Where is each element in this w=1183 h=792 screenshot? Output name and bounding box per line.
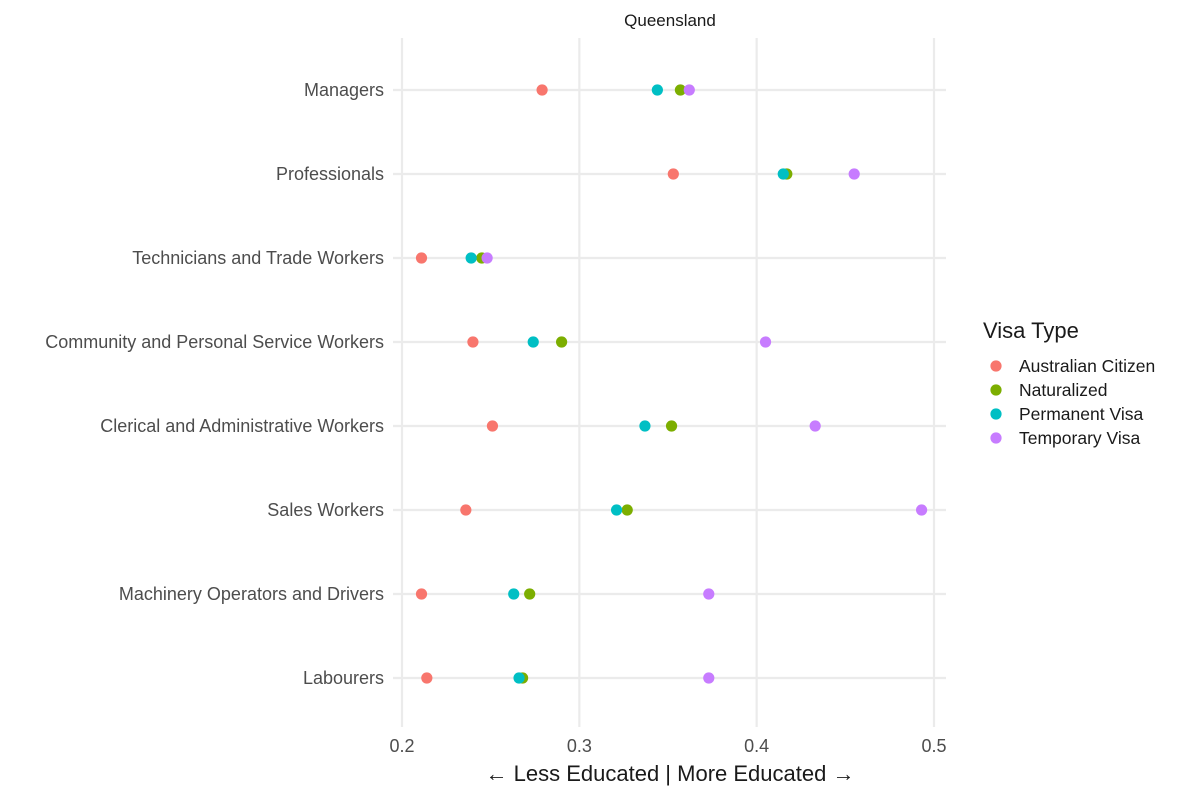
x-tick-label: 0.2 [389, 736, 414, 756]
data-point [421, 672, 433, 684]
legend-key [990, 360, 1002, 372]
data-point [415, 252, 428, 264]
data-point [524, 588, 536, 600]
legend-key [990, 384, 1002, 396]
grid-layer [393, 38, 946, 727]
data-point [777, 168, 789, 180]
data-point [513, 672, 525, 684]
legend-title: Visa Type [983, 318, 1079, 343]
data-point [481, 252, 493, 264]
data-point [556, 336, 568, 348]
data-point [683, 84, 695, 96]
category-labels: Managers Professionals Technicians and Tra… [45, 80, 384, 688]
data-point [703, 588, 715, 600]
legend-label: Australian Citizen [1019, 356, 1155, 376]
data-point [665, 420, 678, 432]
category-label: Machinery Operators and Drivers [119, 584, 384, 604]
data-point [848, 168, 860, 180]
x-tick-label: 0.3 [567, 736, 592, 756]
x-tick-label: 0.4 [744, 736, 769, 756]
data-point [667, 168, 679, 180]
legend-key [990, 432, 1002, 444]
category-label: Labourers [303, 668, 384, 688]
category-label: Professionals [276, 164, 384, 184]
legend-key [990, 408, 1002, 420]
x-tick-labels: 0.2 0.3 0.4 0.5 [389, 736, 946, 756]
legend-label: Permanent Visa [1019, 404, 1143, 424]
legend-label: Temporary Visa [1019, 428, 1141, 448]
data-point [759, 336, 772, 348]
point-layer [415, 84, 928, 684]
data-point [915, 504, 928, 516]
data-point [486, 420, 499, 432]
data-point [703, 672, 715, 684]
category-label: Sales Workers [267, 500, 384, 520]
data-point [467, 336, 479, 348]
data-point [527, 336, 539, 348]
data-point [536, 84, 548, 96]
legend-items: Australian Citizen Naturalized Permanent V… [990, 356, 1155, 448]
category-label: Technicians and Trade Workers [132, 248, 384, 268]
category-label: Managers [304, 80, 384, 100]
data-point [508, 588, 520, 600]
x-tick-label: 0.5 [921, 736, 946, 756]
data-point [460, 504, 472, 516]
facet-title: Queensland [624, 11, 716, 30]
data-point [674, 84, 687, 96]
data-point [651, 84, 663, 96]
data-point [809, 420, 821, 432]
data-point [639, 420, 651, 432]
data-point [465, 252, 477, 264]
legend: Visa Type Australian Citizen Naturalized P… [983, 318, 1155, 448]
data-point [610, 504, 623, 516]
category-label: Clerical and Administrative Workers [100, 416, 384, 436]
data-point [415, 588, 428, 600]
category-label: Community and Personal Service Workers [45, 332, 384, 352]
legend-label: Naturalized [1019, 380, 1108, 400]
data-point [621, 504, 633, 516]
x-axis-title: ← Less Educated | More Educated → [486, 761, 855, 786]
